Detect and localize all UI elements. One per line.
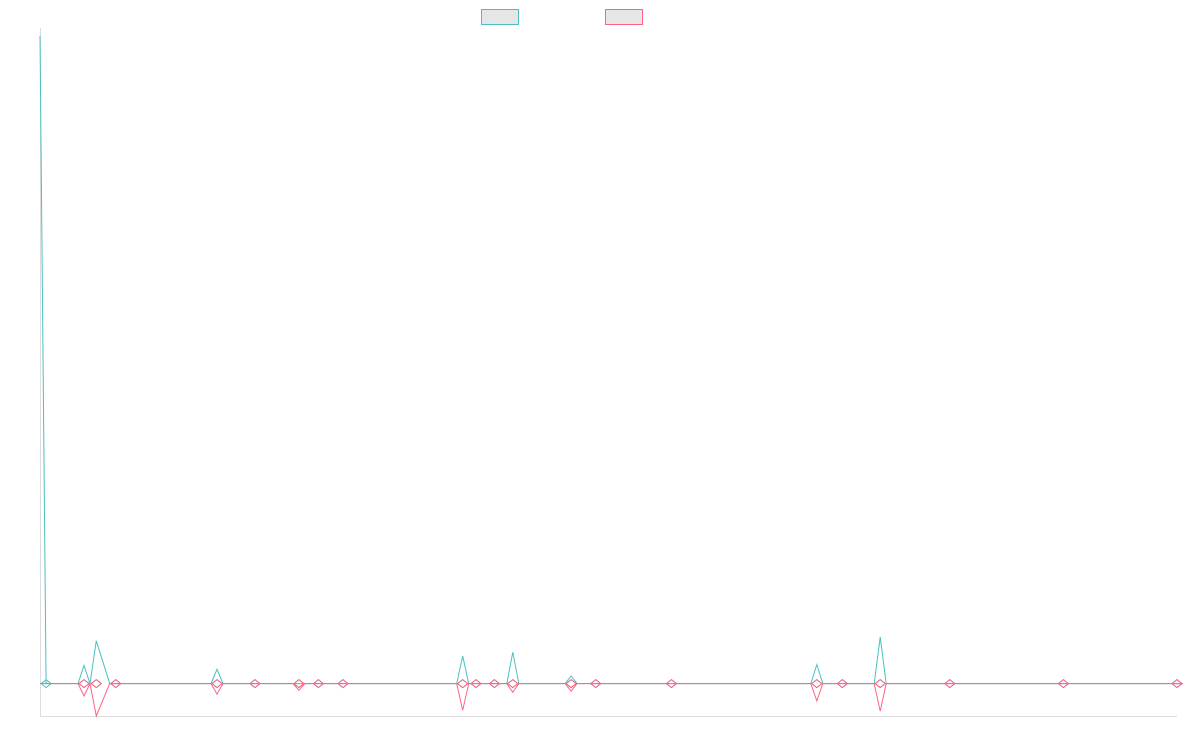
- series-2-point-17[interactable]: [836, 678, 849, 689]
- legend-swatch-series-2[interactable]: [605, 9, 643, 25]
- series-2-point-15[interactable]: [665, 678, 678, 689]
- series-2-point-6[interactable]: [293, 678, 305, 689]
- series-2-point-5[interactable]: [249, 678, 261, 689]
- series-2-point-13[interactable]: [565, 678, 577, 689]
- series-2-point-12[interactable]: [507, 678, 519, 689]
- series-2-point-20[interactable]: [1057, 678, 1070, 689]
- series-2-point-3[interactable]: [109, 678, 122, 689]
- series-2-point-4[interactable]: [211, 678, 223, 689]
- series-2-point-21[interactable]: [1171, 678, 1183, 689]
- series-2-point-10[interactable]: [470, 678, 482, 689]
- series-2-point-18[interactable]: [874, 678, 887, 689]
- series-2-point-8[interactable]: [337, 678, 349, 689]
- series-2-point-9[interactable]: [456, 678, 469, 689]
- series-1-point-3[interactable]: [90, 678, 103, 689]
- series-2-point-2[interactable]: [90, 678, 103, 689]
- series-1-point-10[interactable]: [456, 678, 469, 689]
- series-1-point-5[interactable]: [211, 678, 223, 689]
- series-1-point-19[interactable]: [874, 678, 887, 689]
- series-1-point-2[interactable]: [78, 678, 90, 689]
- series-line-2: [40, 682, 1183, 718]
- series-2-point-16[interactable]: [810, 678, 823, 689]
- series-2-point-1[interactable]: [78, 678, 90, 689]
- series-2-point-14[interactable]: [589, 678, 602, 689]
- series-2-point-19[interactable]: [944, 678, 956, 689]
- series-1-point-17[interactable]: [810, 678, 823, 689]
- legend-swatch-series-1[interactable]: [481, 9, 519, 25]
- plot-area: [39, 35, 1183, 718]
- series-2-point-7[interactable]: [312, 678, 325, 689]
- series-2-point-11[interactable]: [488, 678, 501, 689]
- series-line-1: [39, 35, 1183, 685]
